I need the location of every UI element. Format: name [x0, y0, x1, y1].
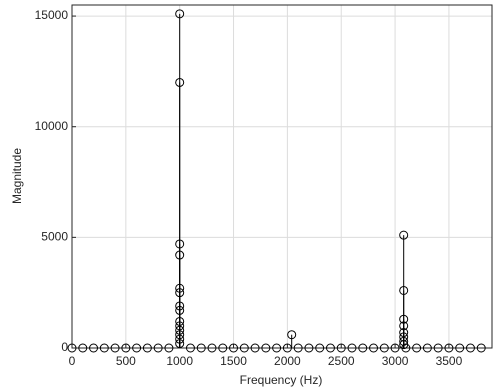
stem-marker — [336, 343, 346, 353]
stem-marker — [433, 343, 443, 353]
stem-marker — [272, 343, 282, 353]
x-axis-label: Frequency (Hz) — [240, 373, 323, 387]
stem-marker — [287, 330, 297, 340]
stem-marker — [218, 343, 228, 353]
y-tick-label: 0 — [61, 340, 68, 354]
x-tick-label: 1500 — [220, 354, 247, 368]
stem-marker — [175, 305, 185, 315]
stem-marker — [196, 343, 206, 353]
stem-marker — [444, 343, 454, 353]
stem-marker — [175, 283, 185, 293]
stem-marker — [465, 343, 475, 353]
y-axis-label: Magnitude — [10, 148, 24, 204]
stem-marker — [401, 343, 411, 353]
stem-marker — [250, 343, 260, 353]
stem-marker — [325, 343, 335, 353]
stem-marker — [132, 343, 142, 353]
stem-marker — [175, 334, 185, 344]
y-tick-label: 15000 — [35, 8, 69, 22]
stem-marker — [358, 343, 368, 353]
stem-marker — [422, 343, 432, 353]
stem-marker — [239, 343, 249, 353]
stem-marker — [175, 321, 185, 331]
stem-marker — [153, 343, 163, 353]
stem-marker — [78, 343, 88, 353]
stem-marker — [175, 9, 185, 19]
stem-marker — [399, 285, 409, 295]
stem-marker — [99, 343, 109, 353]
stem-marker — [476, 343, 486, 353]
stem-marker — [175, 288, 185, 298]
stem-marker — [229, 343, 239, 353]
stem-marker — [175, 301, 185, 311]
y-tick-label: 5000 — [41, 230, 68, 244]
stem-marker — [379, 343, 389, 353]
stem-marker — [175, 239, 185, 249]
x-tick-label: 500 — [116, 354, 136, 368]
stem-marker — [121, 343, 131, 353]
stem-marker — [164, 343, 174, 353]
stem-marker — [67, 343, 77, 353]
x-tick-label: 1000 — [166, 354, 193, 368]
axes-box — [71, 4, 493, 349]
x-tick-label: 2000 — [274, 354, 301, 368]
stem-marker — [261, 343, 271, 353]
stem-marker — [369, 343, 379, 353]
stem-marker — [347, 343, 357, 353]
stem-marker — [110, 343, 120, 353]
stem-marker — [142, 343, 152, 353]
x-tick-label: 3000 — [382, 354, 409, 368]
stem-marker — [455, 343, 465, 353]
stem-marker — [175, 325, 185, 335]
stem-marker — [390, 343, 400, 353]
stem-marker — [207, 343, 217, 353]
stem-marker — [315, 343, 325, 353]
stem-marker — [175, 339, 185, 349]
stem-marker — [412, 343, 422, 353]
stem-marker — [175, 77, 185, 87]
stem-marker — [399, 321, 409, 331]
stem-marker — [399, 314, 409, 324]
stem-marker — [89, 343, 99, 353]
stem-marker — [399, 328, 409, 338]
stem-marker — [175, 330, 185, 340]
stem-marker — [185, 343, 195, 353]
stem-marker — [293, 343, 303, 353]
x-tick-label: 3500 — [436, 354, 463, 368]
stem-marker — [175, 250, 185, 260]
x-tick-label: 2500 — [328, 354, 355, 368]
y-tick-label: 10000 — [35, 119, 69, 133]
stem-marker — [304, 343, 314, 353]
x-tick-label: 0 — [69, 354, 76, 368]
stem-marker — [175, 316, 185, 326]
stem-marker — [399, 230, 409, 240]
